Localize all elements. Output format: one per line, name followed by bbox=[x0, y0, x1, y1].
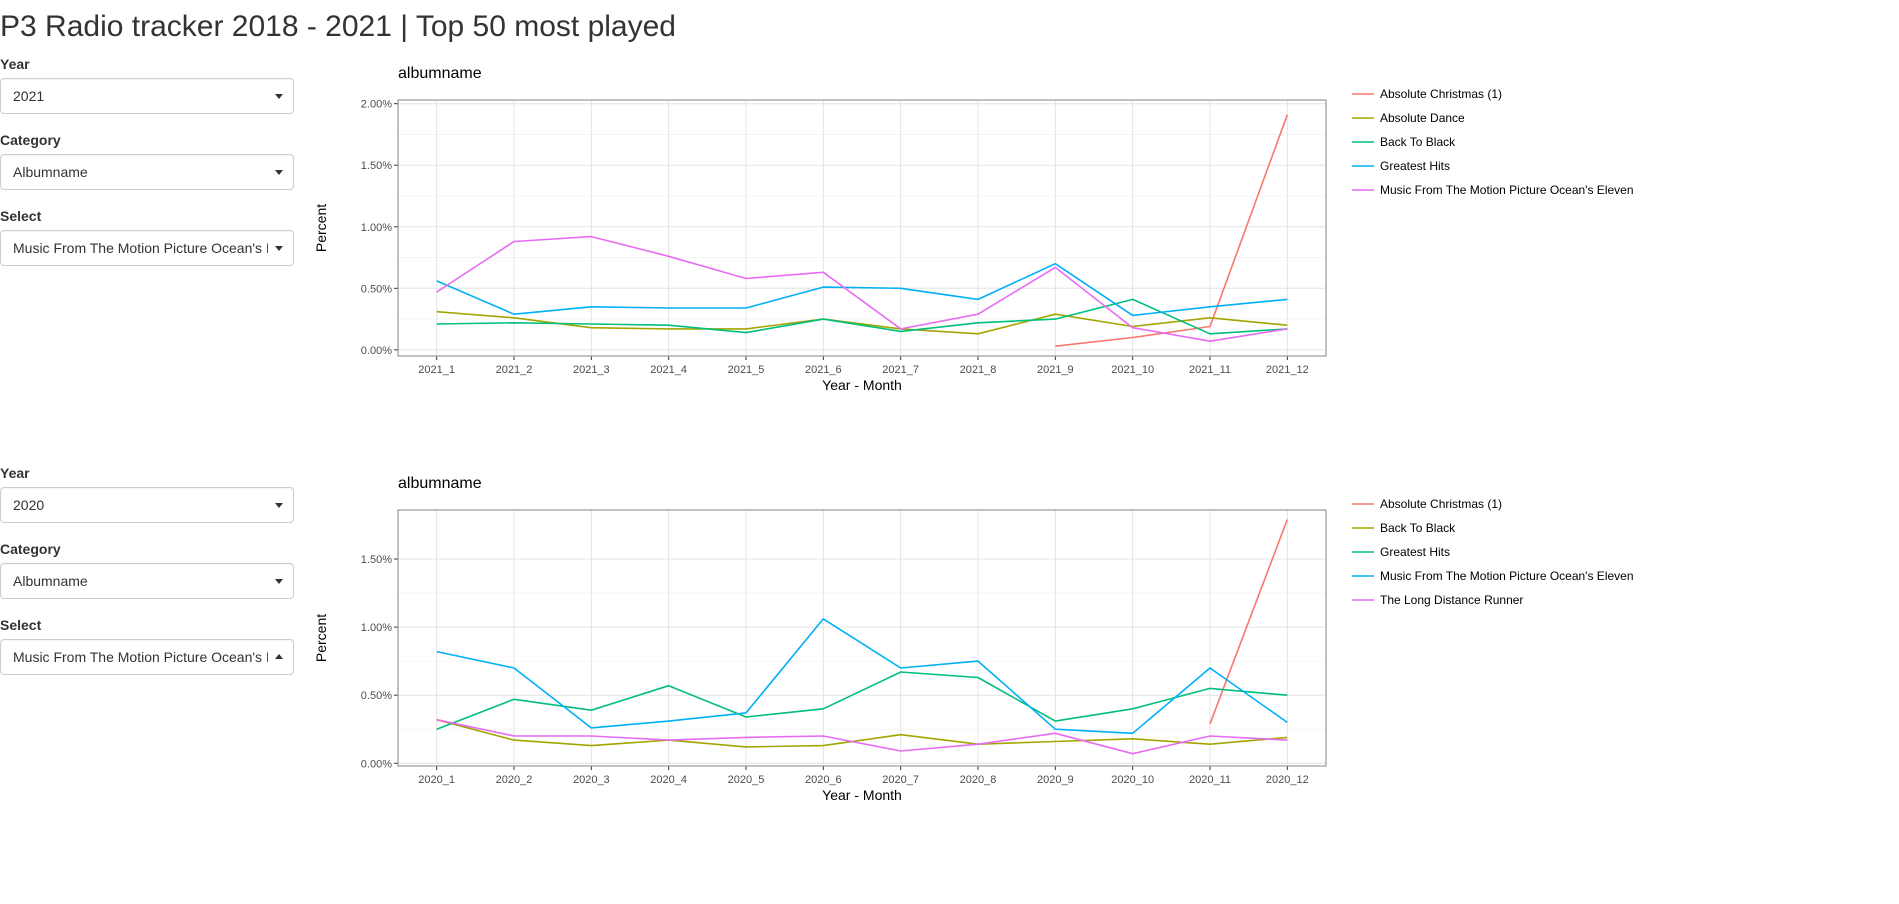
y-tick-label: 1.00% bbox=[361, 222, 392, 234]
x-tick-label: 2021_4 bbox=[650, 364, 687, 376]
chevron-down-icon bbox=[275, 170, 283, 175]
y-tick-label: 1.50% bbox=[361, 160, 392, 172]
legend-label-1: Absolute Christmas (1) bbox=[1380, 497, 1502, 511]
legend-label-5: The Long Distance Runner bbox=[1380, 593, 1523, 607]
series-line-4 bbox=[436, 618, 1288, 735]
series-line-3 bbox=[436, 298, 1288, 335]
year-label: Year bbox=[0, 465, 30, 481]
x-tick-label: 2020_1 bbox=[418, 774, 455, 786]
legend-label-4: Music From The Motion Picture Ocean's El… bbox=[1380, 569, 1634, 583]
chevron-down-icon bbox=[275, 94, 283, 99]
series-line-2 bbox=[436, 310, 1288, 335]
y-tick-label: 2.00% bbox=[361, 99, 392, 111]
chevron-up-icon bbox=[275, 654, 283, 659]
chevron-down-icon bbox=[275, 579, 283, 584]
legend-label-2: Back To Black bbox=[1380, 521, 1456, 535]
x-tick-label: 2020_7 bbox=[882, 774, 919, 786]
chevron-down-icon bbox=[275, 503, 283, 508]
category-select[interactable]: Albumname bbox=[0, 154, 294, 190]
sidebar-controls-1: Year 2021 Category Albumname Select Musi… bbox=[0, 56, 296, 284]
select-label: Select bbox=[0, 617, 42, 633]
x-tick-label: 2020_8 bbox=[960, 774, 997, 786]
sidebar-controls-2: Year 2020 Category Albumname Select Musi… bbox=[0, 465, 296, 693]
x-tick-label: 2021_7 bbox=[882, 364, 919, 376]
x-tick-label: 2021_10 bbox=[1111, 364, 1154, 376]
x-tick-label: 2021_12 bbox=[1266, 364, 1309, 376]
chevron-down-icon bbox=[275, 246, 283, 251]
plot-border bbox=[397, 99, 1327, 357]
y-axis-label: Percent bbox=[313, 204, 329, 252]
x-tick-label: 2021_5 bbox=[728, 364, 765, 376]
x-tick-label: 2020_4 bbox=[650, 774, 687, 786]
legend-label-3: Back To Black bbox=[1380, 135, 1456, 149]
chart-title: albumname bbox=[398, 475, 482, 492]
x-tick-label: 2020_10 bbox=[1111, 774, 1154, 786]
x-tick-label: 2020_9 bbox=[1037, 774, 1074, 786]
chart-2020: albumname 0.00% 0.50% 1.00% 1.50% 2020_1 2020_… bbox=[313, 475, 1634, 803]
legend-label-2: Absolute Dance bbox=[1380, 111, 1465, 125]
series-line-4 bbox=[436, 262, 1288, 317]
x-tick-label: 2021_2 bbox=[496, 364, 533, 376]
x-tick-label: 2021_6 bbox=[805, 364, 842, 376]
y-tick-label: 0.00% bbox=[361, 758, 392, 770]
album-select[interactable]: Music From The Motion Picture Ocean's El… bbox=[0, 639, 294, 675]
album-select-value: Music From The Motion Picture Ocean's El… bbox=[13, 649, 268, 665]
series-line-5 bbox=[436, 235, 1288, 342]
x-tick-label: 2021_9 bbox=[1037, 364, 1074, 376]
x-tick-label: 2020_12 bbox=[1266, 774, 1309, 786]
plot-background bbox=[398, 510, 1326, 766]
y-axis-label: Percent bbox=[313, 614, 329, 662]
x-axis-label: Year - Month bbox=[822, 787, 902, 803]
legend-label-1: Absolute Christmas (1) bbox=[1380, 87, 1502, 101]
y-tick-label: 1.50% bbox=[361, 554, 392, 566]
category-select[interactable]: Albumname bbox=[0, 563, 294, 599]
legend-label-3: Greatest Hits bbox=[1380, 545, 1450, 559]
plot-border bbox=[397, 509, 1327, 767]
category-select-value: Albumname bbox=[13, 573, 88, 589]
x-tick-label: 2020_5 bbox=[728, 774, 765, 786]
series-line-5 bbox=[436, 718, 1288, 755]
page-title: P3 Radio tracker 2018 - 2021 | Top 50 mo… bbox=[0, 10, 676, 43]
legend-label-5: Music From The Motion Picture Ocean's El… bbox=[1380, 183, 1634, 197]
y-tick-label: 1.00% bbox=[361, 622, 392, 634]
y-tick-label: 0.50% bbox=[361, 690, 392, 702]
select-label: Select bbox=[0, 208, 42, 224]
x-tick-label: 2021_8 bbox=[960, 364, 997, 376]
chart-2021: albumname 0.00% 0.50% 1.00% 1.50% 2.00% 2021_1… bbox=[313, 65, 1634, 393]
x-tick-label: 2020_11 bbox=[1189, 774, 1231, 786]
x-tick-label: 2020_6 bbox=[805, 774, 842, 786]
x-tick-label: 2021_1 bbox=[418, 364, 455, 376]
plot-background bbox=[398, 100, 1326, 356]
category-label: Category bbox=[0, 132, 61, 148]
category-select-value: Albumname bbox=[13, 164, 88, 180]
year-select[interactable]: 2020 bbox=[0, 487, 294, 523]
year-select-value: 2020 bbox=[13, 497, 45, 513]
album-select-value: Music From The Motion Picture Ocean's El… bbox=[13, 240, 268, 256]
series-line-2 bbox=[436, 718, 1288, 748]
category-label: Category bbox=[0, 541, 61, 557]
album-select[interactable]: Music From The Motion Picture Ocean's El… bbox=[0, 230, 294, 266]
x-axis-label: Year - Month bbox=[822, 377, 902, 393]
chart-title: albumname bbox=[398, 65, 482, 82]
series-line-1 bbox=[1055, 114, 1289, 347]
y-tick-label: 0.00% bbox=[361, 345, 392, 357]
x-tick-label: 2021_3 bbox=[573, 364, 610, 376]
x-tick-label: 2021_11 bbox=[1189, 364, 1231, 376]
year-select[interactable]: 2021 bbox=[0, 78, 294, 114]
year-select-value: 2021 bbox=[13, 88, 45, 104]
x-tick-label: 2020_3 bbox=[573, 774, 610, 786]
year-label: Year bbox=[0, 56, 30, 72]
legend-label-4: Greatest Hits bbox=[1380, 159, 1450, 173]
x-tick-label: 2020_2 bbox=[496, 774, 533, 786]
series-line-3 bbox=[436, 671, 1288, 730]
y-tick-label: 0.50% bbox=[361, 283, 392, 295]
